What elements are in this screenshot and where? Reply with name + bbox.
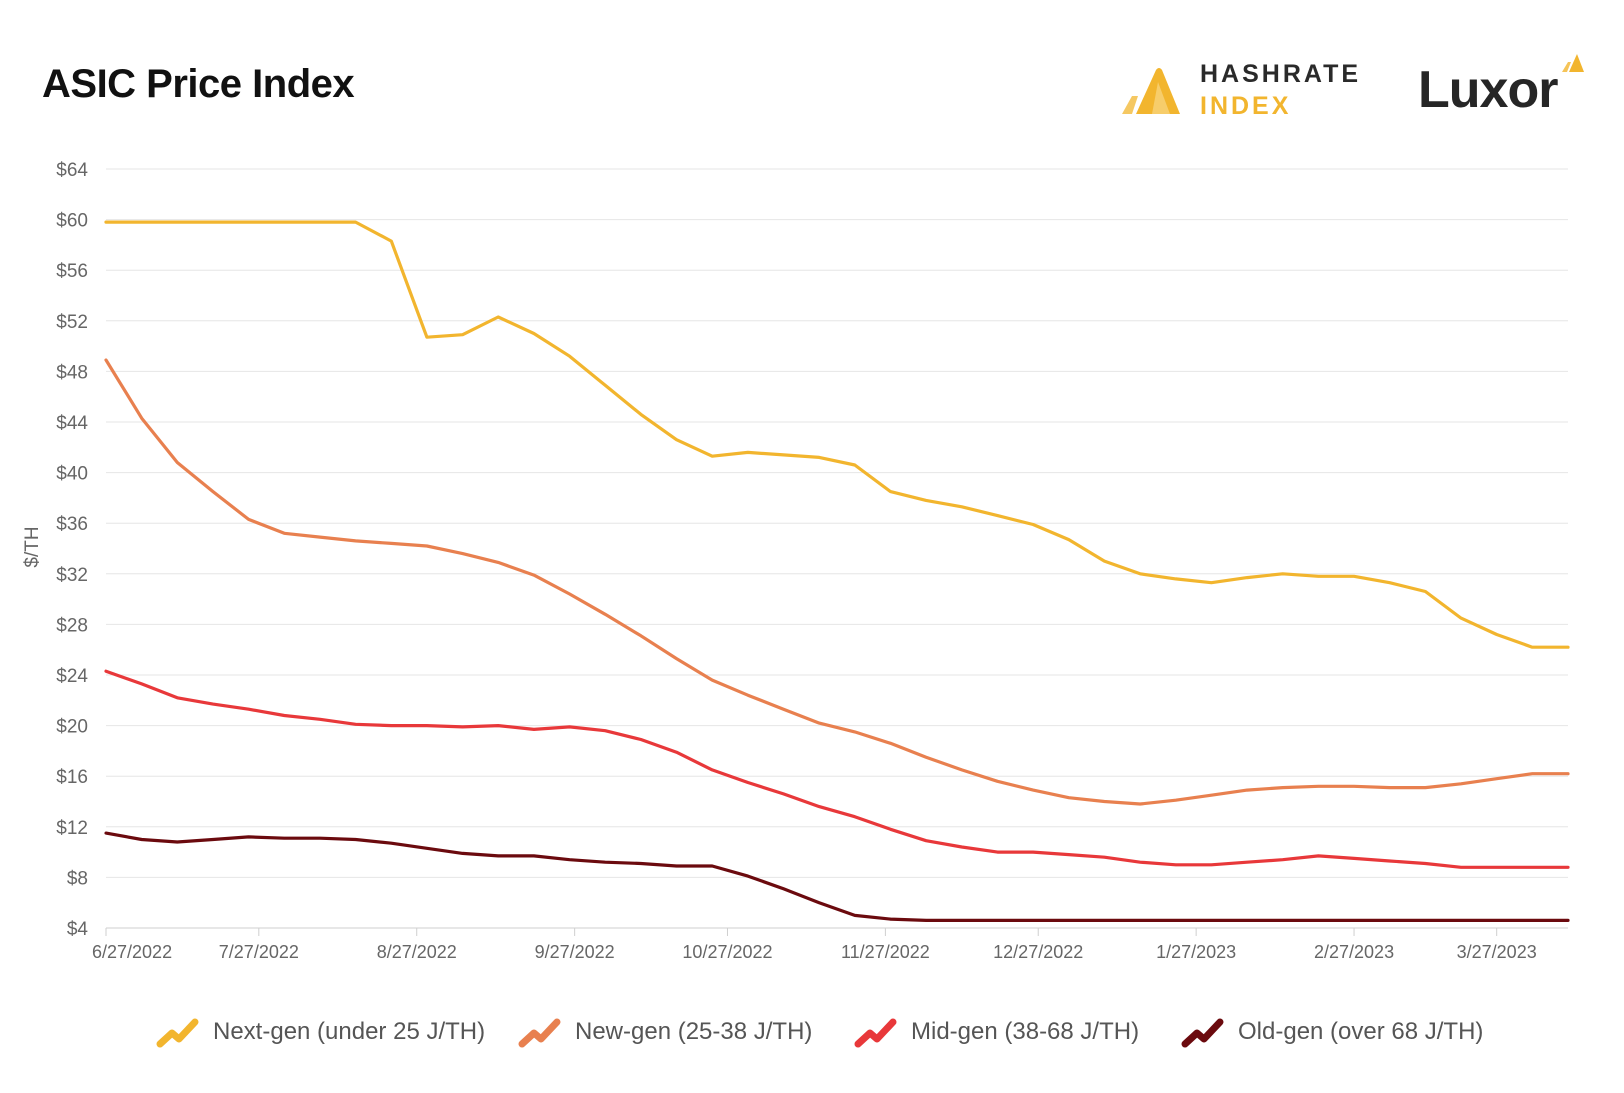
legend-label: Mid-gen (38-68 J/TH) bbox=[911, 1018, 1140, 1045]
index-word: INDEX bbox=[1200, 92, 1292, 120]
y-axis-ticks: $4 $8 $12 $16 $20 $24 $28 $32 $36 $40 $44 $48 $52 $56… bbox=[56, 160, 88, 940]
legend-label: New-gen (25-38 J/TH) bbox=[575, 1018, 813, 1045]
plot-area: $4 $8 $12 $16 $20 $24 $28 $32 $36 $40 $44 $48 $52 $56… bbox=[22, 160, 1570, 962]
x-tick-label: 2/27/2023 bbox=[1314, 942, 1394, 962]
legend-item: Old-gen (over 68 J/TH) bbox=[1180, 1012, 1483, 1052]
series-line bbox=[104, 220, 1570, 649]
x-axis-ticks: 6/27/2022 7/27/2022 8/27/2022 9/27/2022 10/2… bbox=[92, 928, 1537, 962]
legend-swatch-icon bbox=[854, 1018, 897, 1048]
hashrate-index-logo-icon bbox=[1122, 68, 1180, 114]
series-line bbox=[104, 358, 1570, 806]
x-tick-label: 1/27/2023 bbox=[1156, 942, 1236, 962]
y-tick-label: $32 bbox=[56, 565, 88, 586]
y-tick-label: $12 bbox=[56, 818, 88, 839]
hashrate-index-brand: HASHRATE INDEX bbox=[1118, 60, 1378, 124]
legend: Next-gen (under 25 J/TH) New-gen (25-38 J… bbox=[0, 1012, 1624, 1062]
x-tick-label: 9/27/2022 bbox=[535, 942, 615, 962]
series-line bbox=[104, 831, 1570, 923]
y-tick-label: $64 bbox=[56, 160, 88, 181]
series-lines bbox=[104, 220, 1570, 923]
luxor-brand: Luxor bbox=[1418, 52, 1598, 122]
y-tick-label: $56 bbox=[56, 261, 88, 282]
y-tick-label: $60 bbox=[56, 211, 88, 232]
legend-item: Mid-gen (38-68 J/TH) bbox=[853, 1012, 1139, 1052]
legend-swatch-icon bbox=[518, 1018, 561, 1048]
x-tick-label: 3/27/2023 bbox=[1457, 942, 1537, 962]
x-tick-label: 7/27/2022 bbox=[219, 942, 299, 962]
y-tick-label: $16 bbox=[56, 767, 88, 788]
luxor-wordmark: Luxor bbox=[1418, 61, 1558, 119]
y-tick-label: $20 bbox=[56, 717, 88, 738]
hashrate-word: HASHRATE bbox=[1200, 60, 1362, 88]
y-tick-label: $52 bbox=[56, 312, 88, 333]
legend-swatch-icon bbox=[156, 1018, 199, 1048]
chart-title: ASIC Price Index bbox=[42, 62, 355, 106]
y-tick-label: $4 bbox=[67, 919, 89, 940]
x-tick-label: 6/27/2022 bbox=[92, 942, 172, 962]
legend-label: Next-gen (under 25 J/TH) bbox=[213, 1018, 486, 1045]
y-tick-label: $36 bbox=[56, 514, 88, 535]
x-tick-label: 10/27/2022 bbox=[682, 942, 772, 962]
y-axis-label: $/TH bbox=[22, 526, 43, 567]
legend-swatch-icon bbox=[1181, 1018, 1224, 1048]
y-tick-label: $44 bbox=[56, 413, 88, 434]
y-tick-label: $8 bbox=[67, 868, 88, 889]
y-tick-label: $40 bbox=[56, 464, 88, 485]
grid-lines bbox=[106, 168, 1568, 929]
luxor-logo-mark-icon bbox=[1562, 54, 1584, 72]
y-tick-label: $24 bbox=[56, 666, 88, 687]
y-tick-label: $28 bbox=[56, 615, 88, 636]
series-line bbox=[104, 669, 1570, 869]
legend-item: Next-gen (under 25 J/TH) bbox=[155, 1012, 485, 1052]
y-tick-label: $48 bbox=[56, 362, 88, 383]
x-tick-label: 11/27/2022 bbox=[841, 942, 930, 962]
legend-item: New-gen (25-38 J/TH) bbox=[517, 1012, 812, 1052]
legend-label: Old-gen (over 68 J/TH) bbox=[1238, 1018, 1484, 1045]
x-tick-label: 12/27/2022 bbox=[993, 942, 1083, 962]
x-tick-label: 8/27/2022 bbox=[377, 942, 457, 962]
